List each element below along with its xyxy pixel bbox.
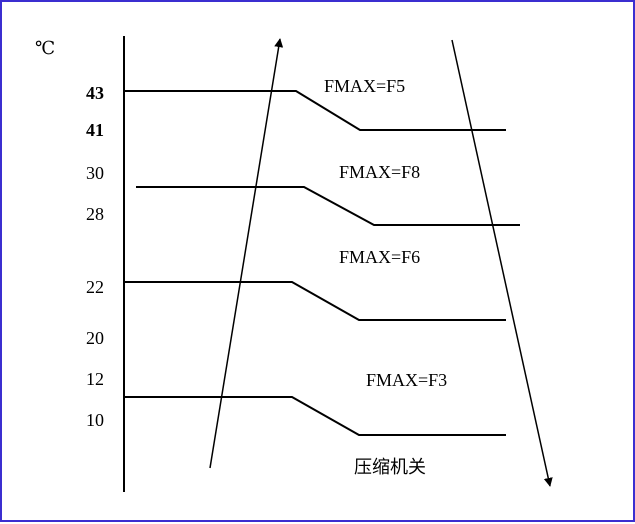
tick-label-28: 28	[86, 204, 104, 224]
tick-label-30: 30	[86, 163, 104, 183]
tick-label-20: 20	[86, 328, 104, 348]
threshold-line-22-20	[124, 281, 506, 321]
zone-label-f8: FMAX=F8	[339, 162, 420, 182]
threshold-line-12-10	[124, 396, 506, 436]
tick-label-41: 41	[86, 120, 104, 140]
tick-label-43: 43	[86, 83, 104, 103]
unit-label: ℃	[35, 38, 55, 58]
tick-label-10: 10	[86, 410, 104, 430]
zone-label-f3: FMAX=F3	[366, 370, 447, 390]
threshold-line-30-28	[136, 186, 520, 226]
falling-temperature-arrow	[451, 39, 553, 487]
threshold-line-43-41	[124, 90, 506, 131]
rising-temperature-arrow	[209, 38, 284, 469]
zone-label-f5: FMAX=F5	[324, 76, 405, 96]
tick-label-22: 22	[86, 277, 104, 297]
zone-label-f6: FMAX=F6	[339, 247, 420, 267]
tick-label-12: 12	[86, 369, 104, 389]
compressor-off-label: 压缩机关	[354, 457, 426, 478]
